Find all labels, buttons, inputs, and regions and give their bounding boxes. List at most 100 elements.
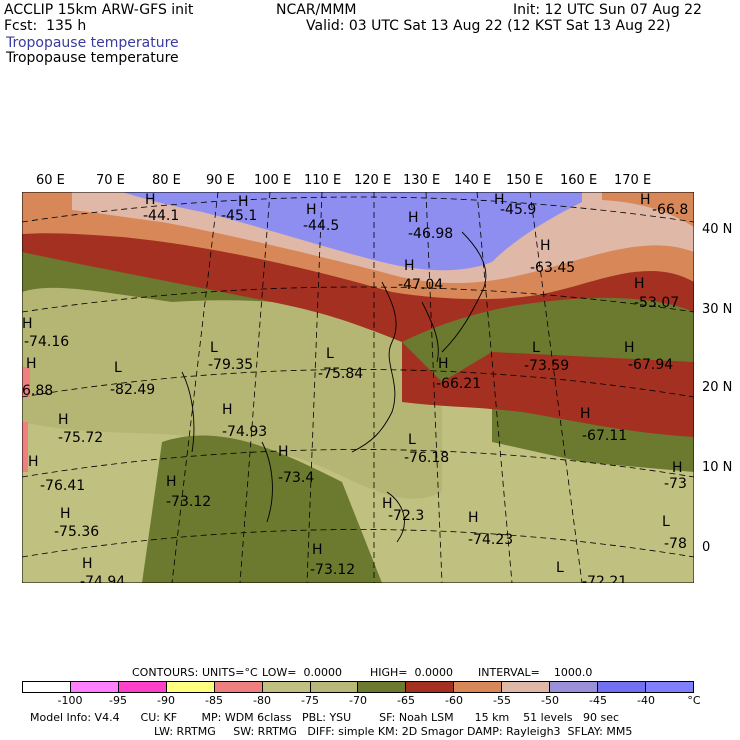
- map-marker-letter: L: [532, 340, 540, 356]
- map-marker-value: -47.04: [398, 277, 443, 293]
- map-marker-letter: H: [60, 506, 71, 522]
- map-marker-value: -74.94: [80, 574, 125, 583]
- map-marker-letter: H: [22, 316, 33, 332]
- map-marker-letter: H: [278, 444, 289, 460]
- lon-label: 70 E: [96, 173, 125, 188]
- colorbar-swatch: [70, 682, 119, 692]
- map-marker-letter: H: [634, 276, 645, 292]
- map-marker-letter: H: [222, 402, 233, 418]
- map-marker-letter: H: [145, 192, 156, 208]
- lon-label: 130 E: [403, 173, 441, 188]
- colorbar: [22, 681, 694, 693]
- map-marker-value: -66.8: [652, 202, 688, 218]
- colorbar-label: -70: [349, 694, 367, 707]
- map-marker-value: -75.72: [58, 430, 103, 446]
- lat-label: 10 N: [702, 460, 733, 475]
- colorbar-swatch: [214, 682, 263, 692]
- map-marker-letter: H: [438, 356, 449, 372]
- colorbar-label: -75: [301, 694, 319, 707]
- lon-label: 60 E: [36, 173, 65, 188]
- colorbar-swatch: [262, 682, 311, 692]
- model-info-line1: Model Info: V4.4 CU: KF MP: WDM 6class P…: [30, 711, 620, 724]
- map-marker-letter: H: [166, 474, 177, 490]
- shaded-field-title: Tropopause temperature: [6, 35, 179, 51]
- map-marker-letter: L: [408, 432, 416, 448]
- colorbar-swatch: [598, 682, 646, 692]
- map-marker-value: -53.07: [634, 295, 679, 311]
- lat-label: 30 N: [702, 302, 733, 317]
- map-marker-letter: H: [468, 510, 479, 526]
- map-marker-value: 6.88: [22, 383, 53, 399]
- map-marker-value: -76.41: [40, 478, 85, 494]
- map-marker-value: -46.98: [408, 226, 453, 242]
- map-marker-value: -67.11: [582, 428, 627, 444]
- map-marker-value: -75.84: [318, 366, 363, 382]
- map-marker-value: -44.5: [303, 218, 339, 234]
- forecast-hour: Fcst: 135 h: [4, 18, 87, 34]
- map-marker-value: -72.3: [388, 508, 424, 524]
- lon-label: 120 E: [354, 173, 392, 188]
- colorbar-swatch: [166, 682, 215, 692]
- map-marker-value: -79.35: [208, 357, 253, 373]
- colorbar-swatch: [454, 682, 503, 692]
- map-marker-value: -82.49: [110, 382, 155, 398]
- map-marker-letter: L: [114, 360, 122, 376]
- colorbar-label: -80: [253, 694, 271, 707]
- map-marker-value: -73.4: [278, 470, 314, 486]
- lon-label: 160 E: [560, 173, 598, 188]
- lat-label: 0: [702, 540, 711, 555]
- lon-label: 100 E: [254, 173, 292, 188]
- map-marker-letter: L: [662, 514, 670, 530]
- colorbar-label: -40: [637, 694, 655, 707]
- lat-label: 20 N: [702, 380, 733, 395]
- map-marker-value: -73: [664, 476, 687, 492]
- low-label: LOW= 0.0000: [262, 666, 342, 679]
- contour-field-title: Tropopause temperature: [6, 50, 179, 66]
- colorbar-label: -55: [493, 694, 511, 707]
- map-marker-letter: L: [556, 560, 564, 576]
- init-time: Init: 12 UTC Sun 07 Aug 22: [513, 2, 702, 18]
- lon-label: 90 E: [206, 173, 235, 188]
- map-marker-letter: H: [312, 542, 323, 558]
- colorbar-swatch: [118, 682, 167, 692]
- map-marker-letter: H: [58, 412, 69, 428]
- map-marker-letter: H: [404, 258, 415, 274]
- colorbar-label: -85: [205, 694, 223, 707]
- map-marker-letter: H: [28, 454, 39, 470]
- lon-label: 110 E: [304, 173, 342, 188]
- map-marker-letter: H: [580, 406, 591, 422]
- map-marker-letter: H: [672, 460, 683, 476]
- map-marker-value: -73.59: [524, 358, 569, 374]
- lon-label: 80 E: [152, 173, 181, 188]
- colorbar-label: -95: [109, 694, 127, 707]
- lon-label: 170 E: [614, 173, 652, 188]
- colorbar-swatch: [502, 682, 551, 692]
- tropopause-temperature-map: H -44.1 H -45.1 H -44.5 H -46.98 H -45.9…: [22, 192, 694, 583]
- model-info-line2: LW: RRTMG SW: RRTMG DIFF: simple KM: 2D …: [154, 725, 633, 738]
- map-marker-letter: H: [640, 192, 651, 208]
- map-marker-letter: H: [238, 194, 249, 210]
- contours-label: CONTOURS:: [132, 666, 199, 679]
- colorbar-swatch: [23, 682, 71, 692]
- map-marker-value: -75.36: [54, 524, 99, 540]
- map-marker-value: -66.21: [436, 376, 481, 392]
- colorbar-label: -65: [397, 694, 415, 707]
- colorbar-swatch: [406, 682, 455, 692]
- map-marker-letter: H: [26, 356, 37, 372]
- valid-time: Valid: 03 UTC Sat 13 Aug 22 (12 KST Sat …: [306, 18, 671, 34]
- org-label: NCAR/MMM: [276, 2, 357, 18]
- map-marker-letter: H: [540, 238, 551, 254]
- map-marker-letter: H: [306, 202, 317, 218]
- colorbar-label: -45: [589, 694, 607, 707]
- map-marker-value: -67.94: [628, 357, 673, 373]
- map-marker-letter: L: [326, 346, 334, 362]
- map-marker-letter: H: [382, 496, 393, 512]
- interval-label: INTERVAL= 1000.0: [478, 666, 593, 679]
- lon-label: 140 E: [454, 173, 492, 188]
- colorbar-swatch: [310, 682, 359, 692]
- colorbar-swatch: [550, 682, 599, 692]
- lat-label: 40 N: [702, 222, 733, 237]
- map-marker-letter: H: [408, 210, 419, 226]
- map-marker-value: -44.1: [143, 208, 179, 224]
- map-marker-value: -73.12: [166, 494, 211, 510]
